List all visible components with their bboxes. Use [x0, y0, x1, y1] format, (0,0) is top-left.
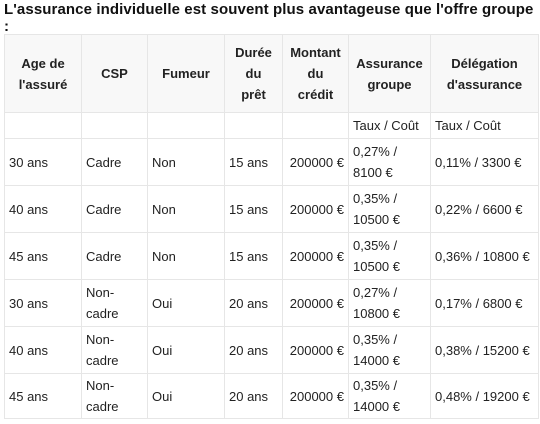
cell-delegation: 0,11% / 3300 € — [430, 138, 539, 186]
cell-delegation: 0,48% / 19200 € — [430, 373, 539, 419]
table-row: 30 ans Non-cadre Oui 20 ans 200000 € 0,2… — [4, 279, 539, 327]
cell-groupe: 0,27% /10800 € — [348, 279, 431, 327]
table-row: 40 ans Non-cadre Oui 20 ans 200000 € 0,3… — [4, 326, 539, 374]
subheader-taux-cout-delegation: Taux / Coût — [430, 112, 539, 139]
subheader-row: Taux / Coût Taux / Coût — [4, 112, 539, 139]
cell-montant: 200000 € — [282, 232, 349, 280]
cell-duree: 20 ans — [224, 373, 283, 419]
cell-delegation: 0,22% / 6600 € — [430, 185, 539, 233]
subheader-cell — [282, 112, 349, 139]
header-row: Age de l'assuré CSP Fumeur Durée du prêt Mo… — [4, 34, 539, 113]
header-fumeur: Fumeur — [147, 34, 225, 113]
subheader-cell — [147, 112, 225, 139]
cell-montant: 200000 € — [282, 326, 349, 374]
table-row: 45 ans Cadre Non 15 ans 200000 € 0,35% /… — [4, 232, 539, 280]
cell-fumeur: Non — [147, 138, 225, 186]
cell-delegation: 0,36% / 10800 € — [430, 232, 539, 280]
subheader-cell — [224, 112, 283, 139]
cell-groupe: 0,35% /14000 € — [348, 373, 431, 419]
table-row: 30 ans Cadre Non 15 ans 200000 € 0,27% /… — [4, 138, 539, 186]
header-csp: CSP — [81, 34, 148, 113]
page-title: L'assurance individuelle est souvent plu… — [4, 1, 534, 35]
header-delegation: Délégation d'assurance — [430, 34, 539, 113]
cell-montant: 200000 € — [282, 373, 349, 419]
header-duree: Durée du prêt — [224, 34, 283, 113]
subheader-cell — [4, 112, 82, 139]
cell-montant: 200000 € — [282, 138, 349, 186]
table-row: 40 ans Cadre Non 15 ans 200000 € 0,35% /… — [4, 185, 539, 233]
cell-age: 40 ans — [4, 326, 82, 374]
subheader-cell — [81, 112, 148, 139]
cell-duree: 15 ans — [224, 138, 283, 186]
cell-csp: Non-cadre — [81, 373, 148, 419]
cell-groupe: 0,35% /14000 € — [348, 326, 431, 374]
cell-delegation: 0,38% / 15200 € — [430, 326, 539, 374]
cell-csp: Cadre — [81, 185, 148, 233]
cell-montant: 200000 € — [282, 185, 349, 233]
table-row: 45 ans Non-cadre Oui 20 ans 200000 € 0,3… — [4, 373, 539, 419]
header-assurance-groupe: Assurance groupe — [348, 34, 431, 113]
header-montant: Montant du crédit — [282, 34, 349, 113]
cell-age: 30 ans — [4, 138, 82, 186]
cell-delegation: 0,17% / 6800 € — [430, 279, 539, 327]
cell-duree: 20 ans — [224, 279, 283, 327]
cell-age: 30 ans — [4, 279, 82, 327]
cell-age: 45 ans — [4, 373, 82, 419]
cell-fumeur: Non — [147, 185, 225, 233]
cell-groupe: 0,27% /8100 € — [348, 138, 431, 186]
cell-groupe: 0,35% /10500 € — [348, 185, 431, 233]
cell-fumeur: Oui — [147, 373, 225, 419]
cell-duree: 15 ans — [224, 185, 283, 233]
cell-age: 45 ans — [4, 232, 82, 280]
header-age: Age de l'assuré — [4, 34, 82, 113]
comparison-table: Age de l'assuré CSP Fumeur Durée du prêt Mo… — [4, 34, 539, 419]
cell-groupe: 0,35% /10500 € — [348, 232, 431, 280]
cell-montant: 200000 € — [282, 279, 349, 327]
cell-csp: Cadre — [81, 232, 148, 280]
cell-age: 40 ans — [4, 185, 82, 233]
subheader-taux-cout-groupe: Taux / Coût — [348, 112, 431, 139]
cell-csp: Non-cadre — [81, 279, 148, 327]
cell-duree: 15 ans — [224, 232, 283, 280]
cell-csp: Non-cadre — [81, 326, 148, 374]
cell-fumeur: Non — [147, 232, 225, 280]
cell-fumeur: Oui — [147, 326, 225, 374]
cell-csp: Cadre — [81, 138, 148, 186]
cell-duree: 20 ans — [224, 326, 283, 374]
cell-fumeur: Oui — [147, 279, 225, 327]
